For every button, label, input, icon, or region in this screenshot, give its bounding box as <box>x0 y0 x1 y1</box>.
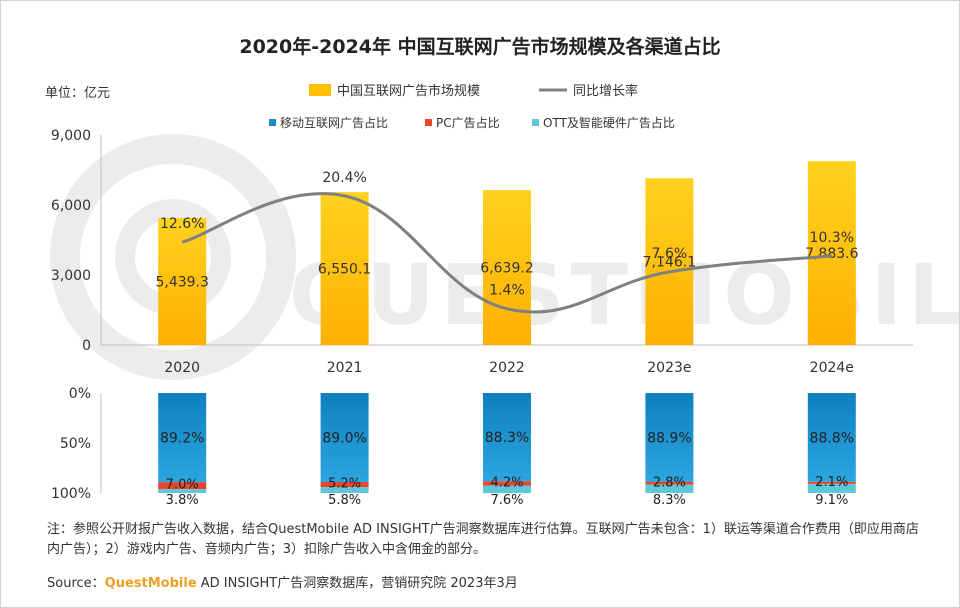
share-segment-2 <box>158 489 207 493</box>
ott-share-label: 8.3% <box>653 493 686 508</box>
growth-rate-line: 12.6% 20.4% 1.4% 7.6% 10.3% <box>160 170 854 314</box>
market-size-bars: 5,439.3 6,550.1 6,639.2 7,146.1 7,883.6 <box>155 161 859 345</box>
legend-label-share-0: 移动互联网广告占比 <box>280 115 388 130</box>
market-size-label: 7,883.6 <box>805 246 859 262</box>
share-y-tick-label: 100% <box>51 486 91 502</box>
share-segment-1 <box>320 482 369 488</box>
market-size-bar <box>320 192 369 345</box>
x-tick-label: 2021 <box>327 360 363 376</box>
ott-share-label: 5.8% <box>328 493 361 508</box>
mobile-share-label: 89.0% <box>322 431 366 447</box>
legend-swatch-share-0 <box>269 119 276 126</box>
legend-label-market-size: 中国互联网广告市场规模 <box>337 83 480 99</box>
watermark-logo-ring <box>50 134 296 380</box>
share-y-tick-label: 0% <box>69 386 91 402</box>
growth-rate-label: 20.4% <box>322 170 366 186</box>
share-segment-0 <box>320 393 369 482</box>
x-axis-labels: 2020 2021 2022 2023e 2024e <box>164 360 854 376</box>
legend-top: 中国互联网广告市场规模 同比增长率 <box>309 83 638 99</box>
market-size-bar <box>645 178 694 345</box>
share-segment-0 <box>483 393 531 482</box>
x-tick-label: 2023e <box>647 360 691 376</box>
y-tick-label: 3,000 <box>51 268 91 284</box>
x-tick-label: 2020 <box>164 360 200 376</box>
pc-share-label: 7.0% <box>166 478 199 493</box>
source-prefix: Source： <box>47 576 105 591</box>
legend-swatch-market-size <box>309 84 331 96</box>
y-tick-label: 6,000 <box>51 198 91 214</box>
channel-share-bars: 89.2% 7.0%3.8% 89.0% 5.2%5.8% 88.3% 4.2% 7.6% 8… <box>158 393 856 508</box>
market-size-bar <box>483 190 531 345</box>
x-tick-label: 2022 <box>489 360 525 376</box>
share-segment-2 <box>320 487 369 493</box>
source-rest: AD INSIGHT广告洞察数据库，营销研究院 2023年3月 <box>196 576 518 591</box>
y-tick-label: 0 <box>82 338 91 354</box>
growth-line-path <box>181 192 832 314</box>
mobile-share-label: 88.3% <box>485 430 529 446</box>
legend-label-growth: 同比增长率 <box>573 83 638 99</box>
pc-share-label: 2.8% <box>653 475 686 490</box>
legend-swatch-share-2 <box>532 119 539 126</box>
growth-rate-label: 10.3% <box>810 230 854 246</box>
market-size-label: 6,550.1 <box>318 262 371 278</box>
share-segment-0 <box>645 393 694 482</box>
mobile-share-label: 89.2% <box>160 431 204 447</box>
pc-share-label: 2.1% <box>815 475 848 490</box>
share-segment-1 <box>483 481 531 486</box>
share-y-tick-label: 50% <box>60 436 91 452</box>
share-segment-1 <box>807 481 856 484</box>
market-size-label: 7,146.1 <box>643 255 696 271</box>
pc-share-label: 4.2% <box>490 475 523 490</box>
market-size-bar <box>158 218 207 345</box>
share-segment-2 <box>807 483 856 493</box>
share-segment-2 <box>645 484 694 493</box>
market-size-bar <box>807 161 856 345</box>
growth-rate-label: 12.6% <box>160 216 204 232</box>
legend-bottom: 移动互联网广告占比 PC广告占比 OTT及智能硬件广告占比 <box>269 115 675 130</box>
source-line: Source：QuestMobile AD INSIGHT广告洞察数据库，营销研… <box>47 572 518 591</box>
legend-swatch-share-1 <box>425 119 432 126</box>
ott-share-label: 3.8% <box>166 493 199 508</box>
y-tick-label: 9,000 <box>51 128 91 144</box>
growth-rate-label: 7.6% <box>652 246 688 262</box>
pc-share-label: 5.2% <box>328 477 361 492</box>
chart-title: 2020年-2024年 中国互联网广告市场规模及各渠道占比 <box>239 35 720 58</box>
market-size-label: 6,639.2 <box>480 261 533 277</box>
ott-share-label: 9.1% <box>815 493 848 508</box>
chart-canvas: QUESTMOBILE 2020年-2024年 中国互联网广告市场规模及各渠道占… <box>45 35 960 508</box>
legend-label-share-1: PC广告占比 <box>436 115 500 130</box>
ott-share-label: 7.6% <box>490 493 523 508</box>
share-segment-0 <box>158 393 207 483</box>
growth-rate-label: 1.4% <box>489 283 525 299</box>
bottom-chart-axes: 0% 50% 100% <box>51 386 102 502</box>
source-brand: QuestMobile <box>104 576 197 591</box>
mobile-share-label: 88.8% <box>810 430 854 446</box>
share-segment-1 <box>158 482 207 490</box>
mobile-share-label: 88.9% <box>647 430 691 446</box>
legend-label-share-2: OTT及智能硬件广告占比 <box>543 115 675 130</box>
footnote: 注：参照公开财报广告收入数据，结合QuestMobile AD INSIGHT广… <box>47 522 919 557</box>
share-segment-2 <box>483 485 531 494</box>
unit-label: 单位：亿元 <box>45 86 110 101</box>
share-segment-0 <box>807 393 856 482</box>
x-tick-label: 2024e <box>810 360 854 376</box>
share-segment-1 <box>645 481 694 485</box>
market-size-label: 5,439.3 <box>155 275 208 291</box>
